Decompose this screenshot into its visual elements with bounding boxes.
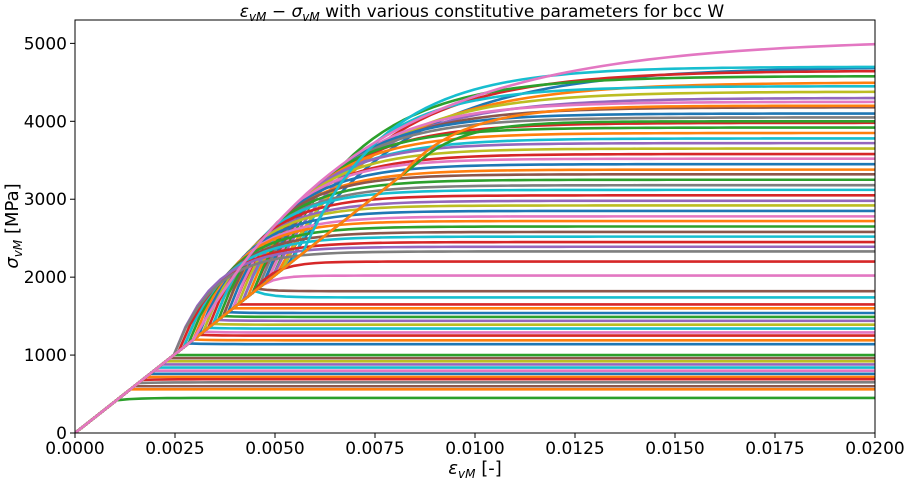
series-line-56 [75,366,875,433]
y-tick-label: 2000 [24,268,67,288]
series-line-52 [75,353,875,433]
series-line-18 [75,157,875,433]
series-line-31 [75,225,875,433]
series-line-43 [75,310,875,433]
series-line-36 [75,250,875,433]
series-line-49 [75,333,875,433]
series-line-62 [75,384,875,433]
series-line-66 [75,120,875,433]
series-line-3 [75,81,875,433]
series-line-26 [75,199,875,433]
chart-title: εvM − σvM with various constitutive para… [240,2,725,24]
series-line-15 [75,141,875,433]
series-line-27 [75,204,875,433]
y-axis: 0 1000 2000 3000 4000 5000 [24,34,75,444]
x-tick-label: 0.0000 [45,439,104,459]
x-axis-label: εvM [-] [448,458,501,478]
x-tick-label: 0.0100 [445,439,504,459]
series-line-59 [75,375,875,433]
series-line-68 [75,42,875,433]
series-line-48 [75,330,875,433]
series-line-67 [75,104,875,433]
series-line-12 [75,126,875,433]
series-line-13 [75,131,875,433]
series-line-51 [75,342,875,433]
series-layer [75,42,875,433]
series-line-37 [75,260,875,433]
series-line-40 [75,289,875,433]
x-tick-label: 0.0050 [245,439,304,459]
series-line-45 [75,318,875,433]
series-line-64 [75,396,875,433]
series-line-65 [75,65,875,433]
series-line-50 [75,338,875,433]
x-tick-label: 0.0175 [745,439,804,459]
series-line-25 [75,194,875,433]
series-line-42 [75,307,875,433]
series-line-30 [75,219,875,433]
series-line-20 [75,168,875,433]
series-line-19 [75,162,875,433]
x-tick-label: 0.0075 [345,439,404,459]
x-tick-label: 0.0200 [845,439,904,459]
series-line-61 [75,381,875,433]
series-line-29 [75,215,875,433]
series-line-47 [75,326,875,433]
y-tick-label: 0 [56,424,67,444]
y-tick-label: 3000 [24,190,67,210]
series-line-38 [75,274,875,433]
x-tick-label: 0.0025 [145,439,204,459]
y-tick-label: 1000 [24,346,67,366]
y-tick-label: 4000 [24,112,67,132]
series-line-57 [75,369,875,433]
x-axis: 0.0000 0.0025 0.0050 0.0075 0.0100 0.0125 0.01… [45,433,905,459]
series-line-35 [75,245,875,433]
series-line-16 [75,147,875,433]
series-line-28 [75,209,875,433]
series-line-2 [75,74,875,433]
y-axis-label: σvM [MPa] [2,183,25,268]
series-line-53 [75,356,875,433]
series-line-32 [75,230,875,433]
series-line-22 [75,178,875,433]
series-line-23 [75,183,875,433]
series-line-58 [75,372,875,433]
series-line-60 [75,377,875,433]
x-tick-label: 0.0125 [545,439,604,459]
series-line-54 [75,360,875,433]
series-line-44 [75,314,875,433]
series-line-21 [75,172,875,433]
series-line-39 [75,287,875,433]
series-line-33 [75,235,875,433]
series-line-24 [75,188,875,433]
x-tick-label: 0.0150 [645,439,704,459]
series-line-41 [75,303,875,433]
series-line-55 [75,363,875,433]
y-tick-label: 5000 [24,34,67,54]
series-line-46 [75,322,875,433]
series-line-63 [75,388,875,433]
series-line-34 [75,240,875,433]
